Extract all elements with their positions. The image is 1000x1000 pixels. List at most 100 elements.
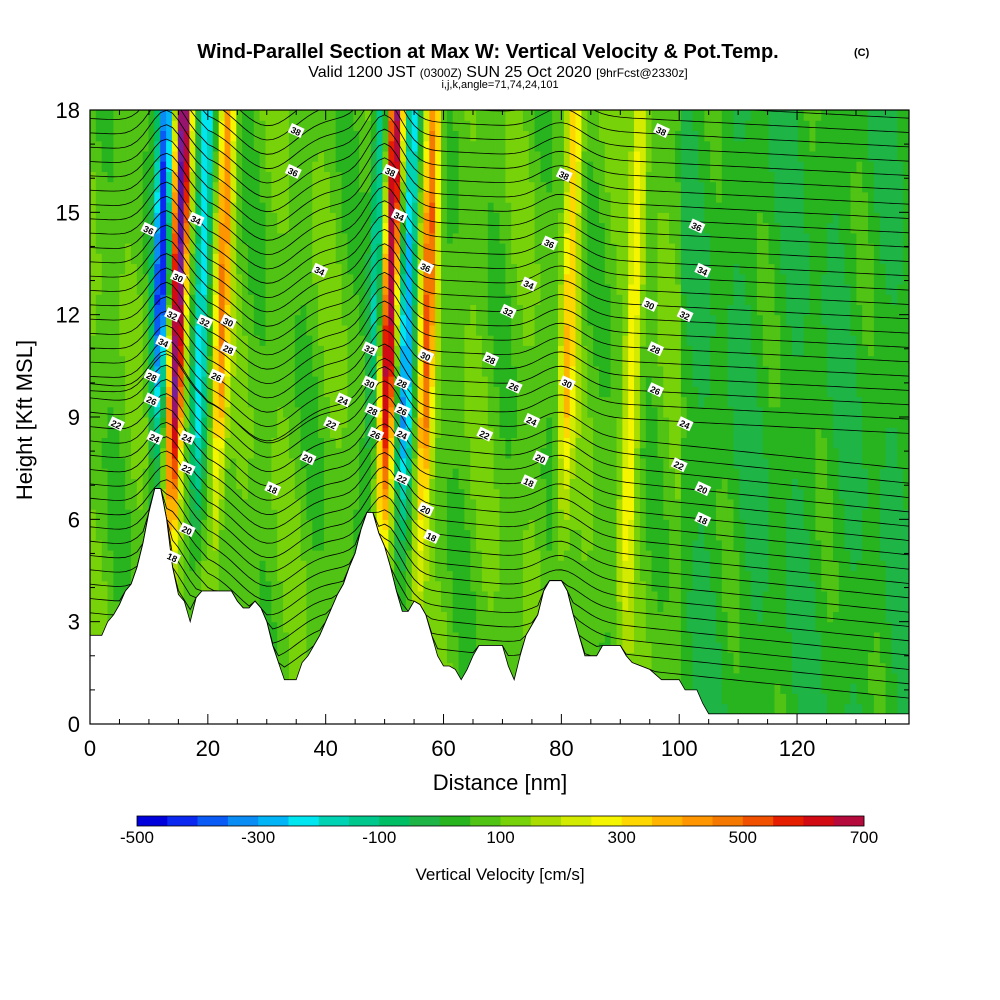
velocity-cell bbox=[792, 447, 799, 459]
velocity-cell bbox=[803, 437, 811, 449]
velocity-cell bbox=[569, 519, 577, 531]
velocity-cell bbox=[792, 560, 799, 572]
velocity-cell bbox=[675, 437, 682, 449]
velocity-cell bbox=[686, 672, 694, 684]
velocity-cell bbox=[247, 560, 255, 572]
velocity-cell bbox=[154, 406, 161, 418]
velocity-cell bbox=[833, 631, 840, 643]
velocity-cell bbox=[716, 417, 723, 428]
velocity-cell bbox=[265, 457, 272, 469]
velocity-cell bbox=[622, 550, 629, 561]
velocity-cell bbox=[680, 386, 688, 398]
velocity-cell bbox=[189, 386, 196, 398]
velocity-cell bbox=[721, 376, 729, 387]
velocity-cell bbox=[370, 396, 378, 408]
velocity-cell bbox=[487, 550, 495, 561]
velocity-cell bbox=[739, 611, 746, 623]
velocity-cell bbox=[388, 376, 395, 387]
velocity-cell bbox=[897, 631, 904, 643]
velocity-cell bbox=[698, 662, 705, 674]
velocity-cell bbox=[669, 406, 676, 418]
velocity-cell bbox=[897, 478, 904, 490]
velocity-cell bbox=[154, 427, 161, 438]
velocity-cell bbox=[446, 652, 454, 664]
velocity-cell bbox=[107, 376, 114, 387]
velocity-cell bbox=[721, 611, 729, 623]
velocity-cell bbox=[177, 591, 185, 602]
velocity-cell bbox=[897, 447, 904, 459]
velocity-cell bbox=[405, 457, 413, 469]
velocity-cell bbox=[563, 386, 571, 398]
velocity-cell bbox=[809, 550, 816, 561]
velocity-cell bbox=[639, 509, 647, 520]
velocity-cell bbox=[639, 539, 647, 551]
velocity-cell bbox=[838, 693, 846, 705]
velocity-cell bbox=[669, 376, 676, 387]
velocity-cell bbox=[364, 468, 372, 479]
velocity-cell bbox=[628, 621, 635, 633]
velocity-cell bbox=[622, 560, 629, 572]
velocity-cell bbox=[288, 396, 296, 408]
velocity-cell bbox=[119, 560, 126, 572]
velocity-cell bbox=[458, 611, 465, 623]
velocity-cell bbox=[212, 519, 220, 531]
velocity-cell bbox=[335, 386, 343, 398]
velocity-cell bbox=[581, 560, 588, 572]
velocity-cell bbox=[838, 550, 846, 561]
velocity-cell bbox=[277, 365, 284, 377]
velocity-cell bbox=[230, 427, 237, 438]
velocity-cell bbox=[821, 406, 828, 418]
velocity-cell bbox=[347, 396, 354, 408]
velocity-cell bbox=[821, 396, 828, 408]
velocity-cell bbox=[429, 488, 436, 500]
velocity-cell bbox=[604, 488, 612, 500]
velocity-cell bbox=[324, 478, 331, 490]
velocity-cell bbox=[686, 580, 694, 592]
velocity-cell bbox=[534, 580, 541, 592]
velocity-cell bbox=[710, 365, 717, 377]
velocity-cell bbox=[359, 417, 366, 428]
velocity-cell bbox=[400, 355, 407, 367]
velocity-cell bbox=[90, 478, 97, 490]
velocity-cell bbox=[827, 386, 834, 398]
velocity-cell bbox=[704, 672, 711, 684]
velocity-cell bbox=[599, 580, 606, 592]
velocity-cell bbox=[236, 365, 243, 377]
velocity-cell bbox=[616, 386, 623, 398]
velocity-cell bbox=[464, 529, 471, 541]
velocity-cell bbox=[499, 437, 506, 449]
velocity-cell bbox=[417, 509, 424, 520]
velocity-cell bbox=[803, 611, 811, 623]
velocity-cell bbox=[329, 550, 337, 561]
velocity-cell bbox=[212, 396, 220, 408]
velocity-cell bbox=[558, 396, 565, 408]
velocity-cell bbox=[470, 560, 477, 572]
velocity-cell bbox=[207, 488, 214, 500]
velocity-cell bbox=[259, 406, 266, 418]
velocity-cell bbox=[792, 550, 799, 561]
velocity-cell bbox=[710, 427, 717, 438]
velocity-cell bbox=[762, 417, 770, 428]
velocity-cell bbox=[470, 365, 477, 377]
velocity-cell bbox=[517, 642, 524, 653]
velocity-cell bbox=[780, 642, 787, 653]
velocity-cell bbox=[891, 642, 898, 653]
velocity-cell bbox=[306, 570, 313, 582]
velocity-cell bbox=[850, 550, 857, 561]
velocity-cell bbox=[774, 642, 781, 653]
velocity-cell bbox=[879, 693, 887, 705]
velocity-cell bbox=[253, 591, 261, 602]
velocity-cell bbox=[359, 427, 366, 438]
velocity-cell bbox=[821, 703, 828, 715]
velocity-cell bbox=[119, 519, 126, 531]
velocity-cell bbox=[294, 539, 302, 551]
velocity-cell bbox=[195, 427, 202, 438]
velocity-cell bbox=[429, 478, 436, 490]
velocity-cell bbox=[622, 570, 629, 582]
velocity-cell bbox=[675, 529, 682, 541]
velocity-cell bbox=[259, 550, 266, 561]
velocity-cell bbox=[686, 662, 694, 674]
velocity-cell bbox=[604, 376, 612, 387]
velocity-cell bbox=[669, 427, 676, 438]
velocity-cell bbox=[411, 580, 419, 592]
